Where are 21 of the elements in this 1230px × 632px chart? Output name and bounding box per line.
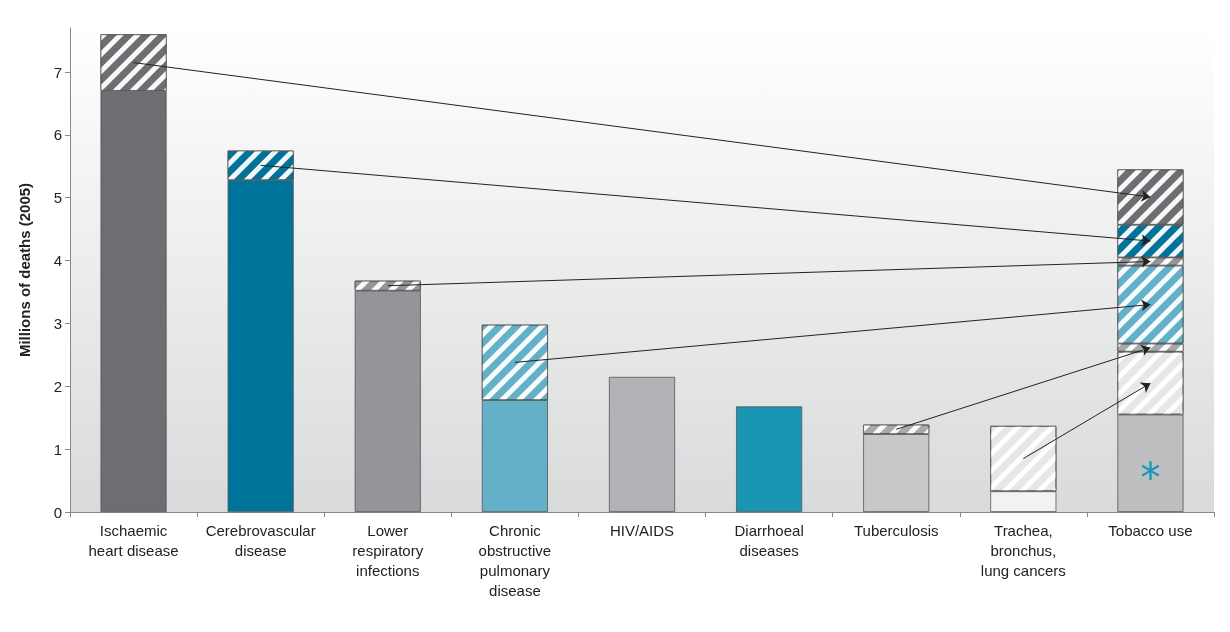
x-tick-label: Trachea, bronchus, lung cancers: [980, 521, 1066, 579]
y-tick-label: 2: [53, 377, 62, 395]
x-tick-label: Tuberculosis: [853, 521, 939, 539]
y-tick-label: 4: [53, 252, 62, 270]
x-tick-label: HIV/AIDS: [609, 521, 675, 539]
x-tick-label: Tobacco use: [1108, 521, 1193, 539]
y-tick-label: 6: [53, 126, 62, 144]
bar: [736, 406, 803, 512]
y-tick-label: 0: [53, 503, 62, 521]
y-tick-label: 7: [53, 63, 62, 81]
x-tick-label: Diarrhoeal diseases: [734, 521, 804, 559]
x-tick-label: Lower respiratory infections: [352, 521, 424, 579]
y-tick-label: 1: [53, 440, 62, 458]
y-tick-label: 3: [53, 314, 62, 332]
x-tick-label: Cerebrovascular disease: [205, 521, 316, 559]
bar: [608, 376, 676, 512]
x-tick-label: Ischaemic heart disease: [88, 521, 179, 559]
annotation: *: [1140, 454, 1161, 501]
y-tick-label: 5: [53, 189, 62, 207]
x-tick-label: Chronic obstructive pulmonary disease: [478, 521, 552, 599]
y-axis-title: Millions of deaths (2005): [16, 182, 33, 358]
